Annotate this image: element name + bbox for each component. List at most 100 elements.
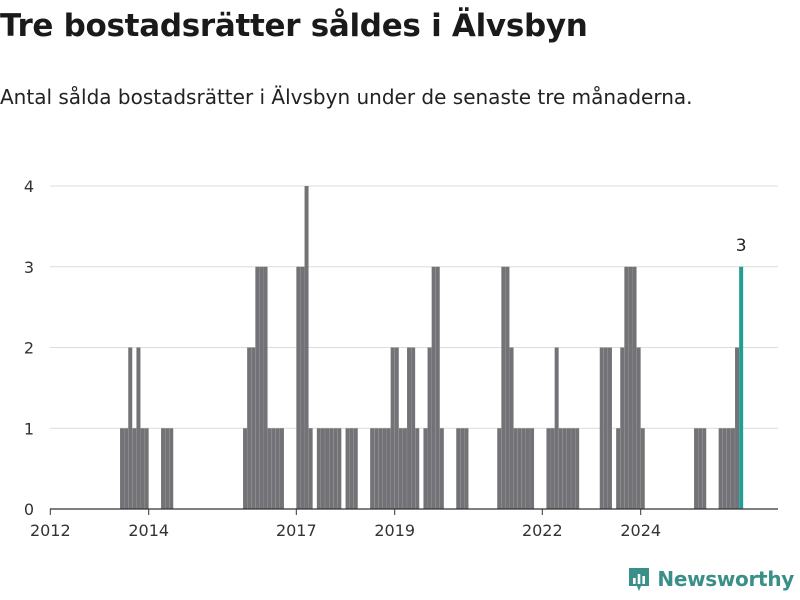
x-tick-label: 2014 <box>128 521 169 540</box>
x-tick-label: 2022 <box>522 521 563 540</box>
bar <box>718 428 723 509</box>
bar <box>169 428 174 509</box>
bar <box>521 428 526 509</box>
bar <box>698 428 703 509</box>
bar <box>402 428 407 509</box>
bar <box>320 428 325 509</box>
y-tick-label: 1 <box>24 419 34 438</box>
bar <box>558 428 563 509</box>
bar <box>144 428 149 509</box>
newsworthy-brand[interactable]: Newsworthy <box>627 566 794 592</box>
bar <box>722 428 727 509</box>
y-tick-label: 0 <box>24 500 34 519</box>
bar <box>251 347 256 509</box>
bar <box>161 428 166 509</box>
chart-title: Tre bostadsrätter såldes i Älvsbyn <box>0 8 588 44</box>
bar <box>349 428 354 509</box>
bar <box>398 428 403 509</box>
bar <box>267 428 272 509</box>
bar <box>411 347 416 509</box>
bar <box>300 266 305 509</box>
bar <box>255 266 260 509</box>
bar <box>316 428 321 509</box>
bar <box>140 428 145 509</box>
bar <box>616 428 621 509</box>
bar <box>439 428 444 509</box>
bar <box>694 428 699 509</box>
bar <box>509 347 514 509</box>
bar <box>575 428 580 509</box>
brand-name: Newsworthy <box>657 567 794 591</box>
bar <box>386 428 391 509</box>
bar <box>353 428 358 509</box>
bar <box>308 428 313 509</box>
bar <box>525 428 530 509</box>
bar <box>620 347 625 509</box>
bar <box>128 347 133 509</box>
bar <box>124 428 129 509</box>
bar <box>136 347 141 509</box>
bar <box>345 428 350 509</box>
bar <box>636 347 641 509</box>
bar <box>571 428 576 509</box>
bar <box>165 428 170 509</box>
bar <box>497 428 502 509</box>
x-tick-label: 2019 <box>374 521 415 540</box>
bar <box>640 428 645 509</box>
bar <box>464 428 469 509</box>
bar <box>415 428 420 509</box>
bar <box>501 266 506 509</box>
bar <box>243 428 248 509</box>
bar <box>423 428 428 509</box>
bar <box>550 428 555 509</box>
x-tick-label: 2024 <box>620 521 661 540</box>
bar <box>566 428 571 509</box>
bar <box>599 347 604 509</box>
x-tick-label: 2012 <box>30 521 71 540</box>
bar <box>296 266 301 509</box>
bar <box>554 347 559 509</box>
bar <box>431 266 436 509</box>
y-tick-label: 4 <box>24 177 34 196</box>
bar <box>304 186 309 509</box>
bar <box>726 428 731 509</box>
bar <box>370 428 375 509</box>
bar <box>407 347 412 509</box>
bar <box>271 428 276 509</box>
bar <box>517 428 522 509</box>
bar <box>632 266 637 509</box>
bar <box>427 347 432 509</box>
bar <box>378 428 383 509</box>
bar <box>390 347 395 509</box>
bar <box>382 428 387 509</box>
bar <box>735 347 740 509</box>
bar-chart: 0 1 2 3 4 3 2012 2014 2017 2019 2022 2024 <box>24 177 778 540</box>
bar <box>624 266 629 509</box>
bar <box>628 266 633 509</box>
bar <box>702 428 707 509</box>
bar <box>435 266 440 509</box>
bar <box>132 428 137 509</box>
bar <box>460 428 465 509</box>
chart-subtitle: Antal sålda bostadsrätter i Älvsbyn unde… <box>0 85 693 109</box>
bar <box>279 428 284 509</box>
bar <box>730 428 735 509</box>
bar <box>333 428 338 509</box>
bar <box>562 428 567 509</box>
bar <box>607 347 612 509</box>
bar <box>263 266 268 509</box>
bar <box>329 428 334 509</box>
y-tick-label: 2 <box>24 339 34 358</box>
bar <box>530 428 535 509</box>
bar <box>120 428 125 509</box>
bar <box>247 347 252 509</box>
bar <box>505 266 510 509</box>
bar <box>275 428 280 509</box>
bar <box>603 347 608 509</box>
highlight-bar <box>739 266 744 509</box>
bar <box>259 266 264 509</box>
bar <box>394 347 399 509</box>
x-tick-label: 2017 <box>276 521 317 540</box>
highlight-value-label: 3 <box>736 236 747 256</box>
bar <box>374 428 379 509</box>
